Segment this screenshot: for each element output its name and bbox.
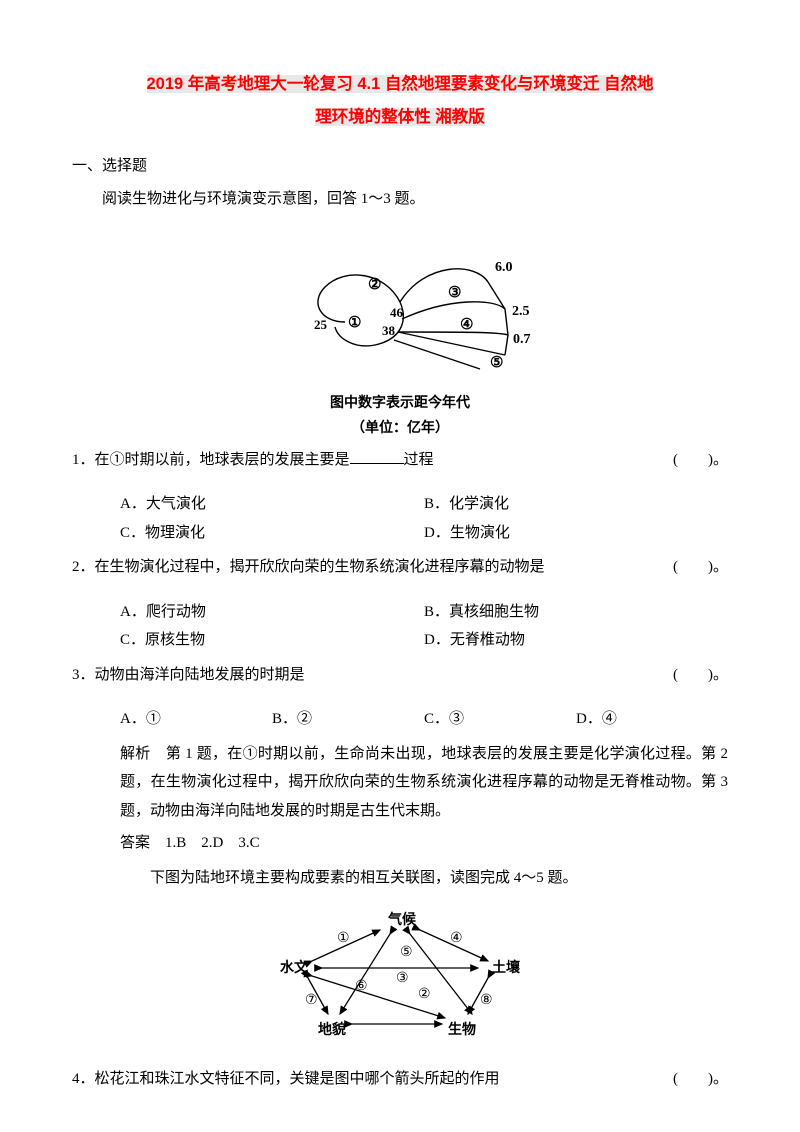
sector-4-label: ④ <box>460 317 473 333</box>
svg-text:②: ② <box>418 987 431 1002</box>
sector-3-label: ③ <box>448 285 461 301</box>
svg-text:①: ① <box>337 931 350 946</box>
doc-title-line1: 2019 年高考地理大一轮复习 4.1 自然地理要素变化与环境变迁 自然地 <box>72 68 728 101</box>
answer-paren: ( )。 <box>661 1065 728 1094</box>
option-a: A．爬行动物 <box>120 598 424 627</box>
sector-2-label: ② <box>368 277 381 293</box>
intro-text-1: 阅读生物进化与环境演变示意图，回答 1～3 题。 <box>72 185 728 214</box>
option-d: D．④ <box>576 705 728 734</box>
question-2: 2．在生物演化过程中，揭开欣欣向荣的生物系统演化进程序幕的动物是 ( )。 <box>72 553 728 582</box>
option-b: B．② <box>272 705 424 734</box>
svg-text:⑥: ⑥ <box>355 979 368 994</box>
option-a: A．大气演化 <box>120 490 424 519</box>
spiral-diagram: ① ② ③ ④ ⑤ 6.0 2.5 0.7 46 38 25 图中数字表示距今年… <box>72 227 728 438</box>
sector-1-label: ① <box>348 315 361 331</box>
option-b: B．真核细胞生物 <box>424 598 728 627</box>
question-2-options: A．爬行动物B．真核细胞生物 C．原核生物D．无脊椎动物 <box>120 598 728 655</box>
option-c: C．③ <box>424 705 576 734</box>
question-3-options: A．① B．② C．③ D．④ <box>120 705 728 734</box>
sector-5-label: ⑤ <box>490 355 503 371</box>
answer-text: 答案 1.B 2.D 3.C <box>120 829 728 858</box>
diagram1-caption-1: 图中数字表示距今年代 <box>72 392 728 413</box>
svg-text:⑤: ⑤ <box>400 945 413 960</box>
diagram1-caption-2: （单位：亿年） <box>72 417 728 438</box>
option-a: A．① <box>120 705 272 734</box>
section-heading: 一、选择题 <box>72 152 728 181</box>
svg-text:0.7: 0.7 <box>513 332 531 347</box>
node-biology: 生物 <box>448 1021 476 1038</box>
svg-text:6.0: 6.0 <box>495 260 513 275</box>
svg-text:2.5: 2.5 <box>512 304 530 319</box>
intro-text-2: 下图为陆地环境主要构成要素的相互关联图，读图完成 4～5 题。 <box>120 864 728 893</box>
answer-paren: ( )。 <box>661 661 728 690</box>
answer-paren: ( )。 <box>661 553 728 582</box>
svg-text:③: ③ <box>396 971 409 986</box>
option-b: B．化学演化 <box>424 490 728 519</box>
option-d: D．无脊椎动物 <box>424 626 728 655</box>
svg-text:25: 25 <box>314 317 328 332</box>
node-landform: 地貌 <box>318 1021 346 1038</box>
svg-text:46: 46 <box>390 305 404 320</box>
node-soil: 土壤 <box>492 959 521 976</box>
svg-text:⑦: ⑦ <box>305 993 318 1008</box>
option-c: C．原核生物 <box>120 626 424 655</box>
question-3: 3．动物由海洋向陆地发展的时期是 ( )。 <box>72 661 728 690</box>
option-d: D．生物演化 <box>424 519 728 548</box>
node-hydrology: 水文 <box>280 959 309 976</box>
question-1-options: A．大气演化B．化学演化 C．物理演化D．生物演化 <box>120 490 728 547</box>
svg-text:④: ④ <box>450 931 463 946</box>
doc-title-line2: 理环境的整体性 湘教版 <box>72 101 728 134</box>
explanation-text: 解析 第 1 题，在①时期以前，生命尚未出现，地球表层的发展主要是化学演化过程。… <box>120 740 728 826</box>
svg-text:38: 38 <box>382 323 396 338</box>
pentagon-diagram: 气候 水文 土壤 地貌 生物 ① ⑤ ④ ③ ⑥ ② ⑦ ⑧ <box>72 906 728 1057</box>
node-climate: 气候 <box>387 911 417 928</box>
option-c: C．物理演化 <box>120 519 424 548</box>
answer-paren: ( )。 <box>661 446 728 475</box>
blank-fill <box>350 449 404 463</box>
question-4: 4．松花江和珠江水文特征不同，关键是图中哪个箭头所起的作用 ( )。 <box>72 1065 728 1094</box>
svg-text:⑧: ⑧ <box>480 993 493 1008</box>
question-1: 1．在①时期以前，地球表层的发展主要是过程 ( )。 <box>72 446 728 475</box>
